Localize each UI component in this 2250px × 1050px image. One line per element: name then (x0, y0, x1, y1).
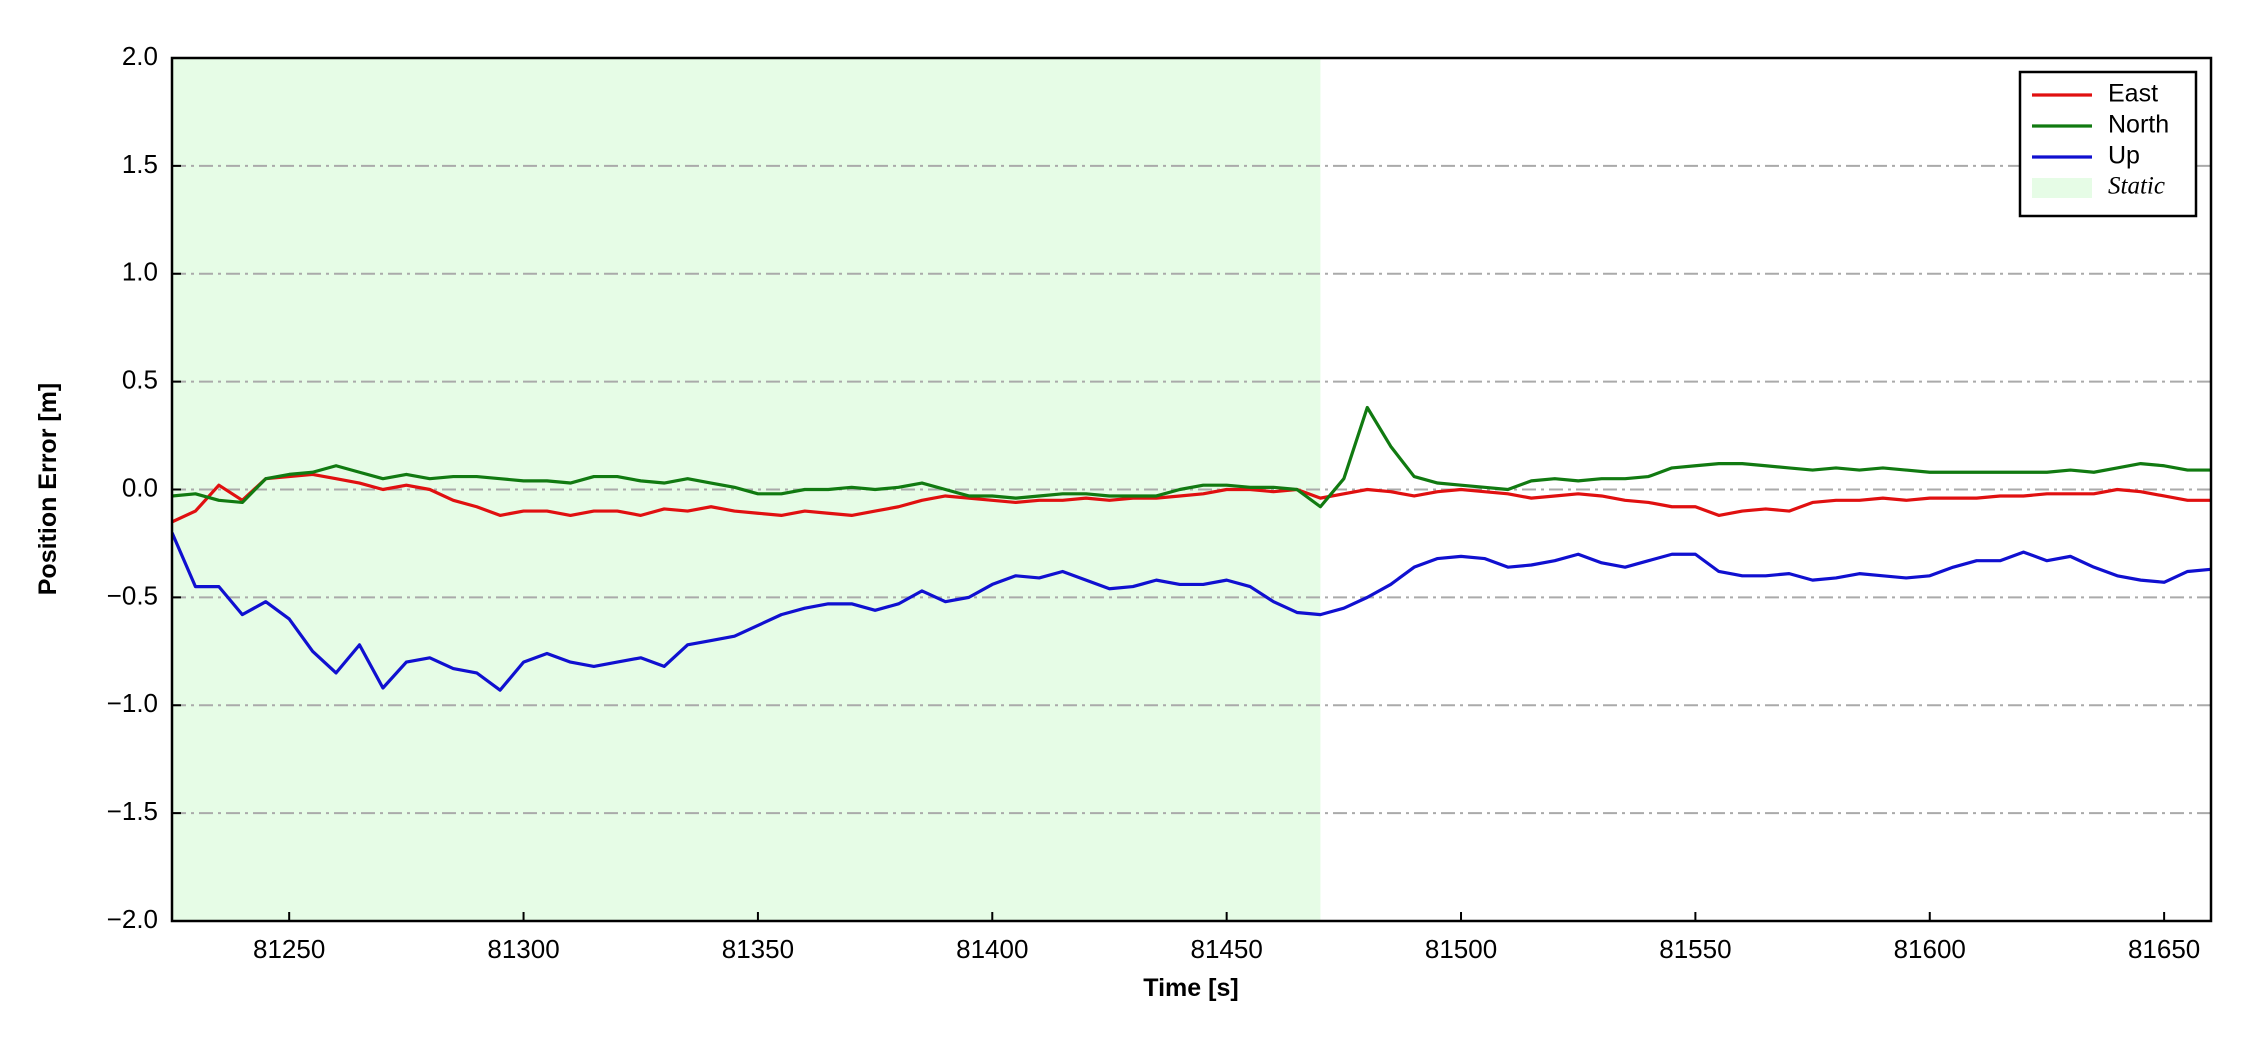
x-tick-label: 81250 (253, 934, 325, 964)
x-tick-label: 81500 (1425, 934, 1497, 964)
y-axis-title: Position Error [m] (34, 383, 62, 596)
x-tick-label: 81350 (722, 934, 794, 964)
x-tick-label: 81400 (956, 934, 1028, 964)
legend-label: Up (2108, 142, 2140, 170)
y-tick-label: −1.5 (107, 796, 158, 826)
y-tick-label: −1.0 (107, 688, 158, 718)
plot-frame (170, 56, 2213, 923)
series-line (172, 405, 2211, 509)
legend-swatch (2032, 178, 2092, 198)
x-tick-label: 81550 (1659, 934, 1731, 964)
legend-label: East (2108, 80, 2158, 108)
y-tick-label: 2.0 (122, 41, 158, 71)
y-tick-label: −0.5 (107, 580, 158, 610)
x-axis-title: Time [s] (1143, 974, 1238, 1002)
x-tick-label: 81600 (1894, 934, 1966, 964)
y-tick-label: 1.5 (122, 149, 158, 179)
y-tick-label: −2.0 (107, 904, 158, 934)
y-tick-label: 1.0 (122, 257, 158, 287)
legend-label: Static (2108, 173, 2165, 200)
series-line (172, 472, 2211, 524)
x-tick-label: 81450 (1190, 934, 1262, 964)
x-tick-label: 81300 (487, 934, 559, 964)
x-tick-label: 81650 (2128, 934, 2200, 964)
y-tick-label: 0.0 (122, 472, 158, 502)
y-tick-label: 0.5 (122, 365, 158, 395)
legend-label: North (2108, 111, 2169, 139)
series-line (172, 532, 2211, 692)
